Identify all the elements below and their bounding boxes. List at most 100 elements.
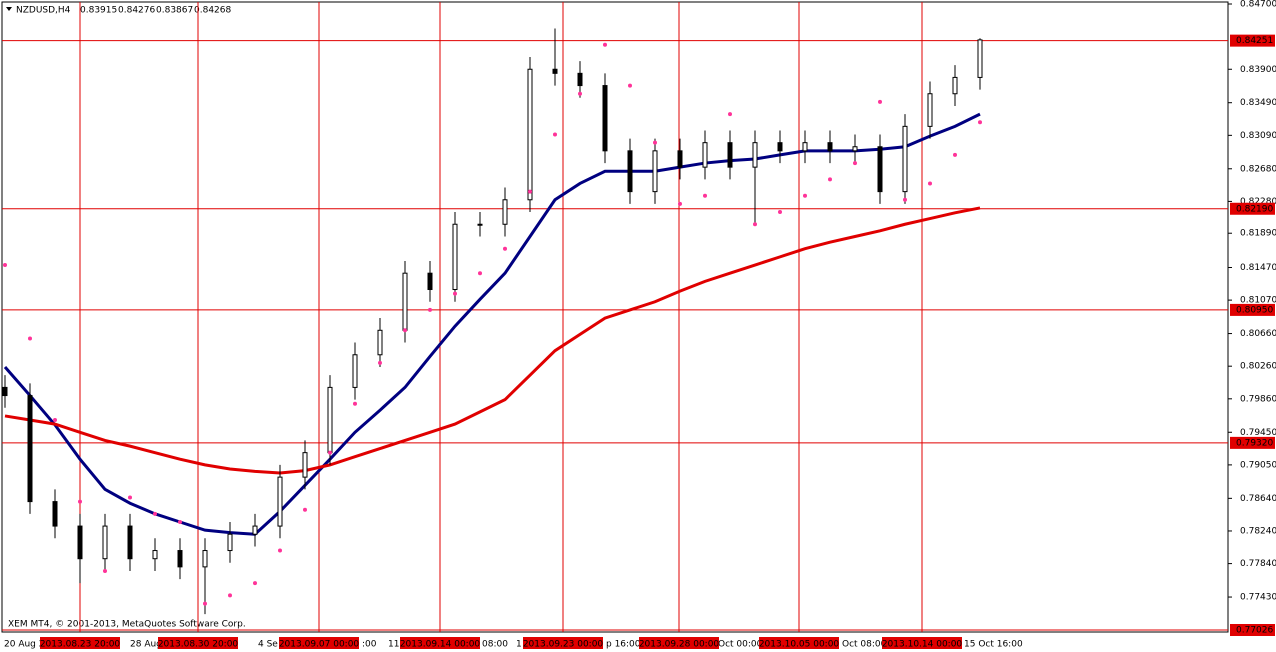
sar-dot [153,511,157,516]
sar-dot [578,91,582,96]
level-label-box [1230,436,1275,449]
sar-dot [103,568,107,573]
candle-body [477,223,483,226]
sar-dot [528,189,532,194]
sar-dot [778,210,782,215]
sar-dot [178,519,182,524]
candle-body [777,142,783,152]
candle-body [577,72,583,87]
event-label: 2013.08.23 20:00 [40,640,121,650]
copyright: XEM MT4, © 2001-2013, MetaQuotes Softwar… [8,620,246,630]
event-label: 2013.10.14 00:00 [882,640,963,650]
sar-dot [928,181,932,186]
header-icon [6,7,12,11]
candle-body [902,125,908,193]
candle-body [752,142,758,168]
sar-dot [228,593,232,598]
sar-dot [953,152,957,157]
x-tick-label: Oct 00:00 [718,640,763,650]
y-tick-label: 0.80260 [1240,362,1276,372]
candle-body [952,76,958,95]
level-label-box [1230,34,1275,47]
candle-body [527,68,533,201]
y-tick-label: 0.81070 [1240,296,1276,306]
sar-dot [453,291,457,296]
candle-body [352,354,358,388]
y-tick-label: 0.81890 [1240,229,1276,239]
y-tick-label: 0.79450 [1240,428,1276,438]
sar-dot [3,263,7,268]
sar-dot [28,336,32,341]
candle-body [2,386,8,397]
candle-body [977,39,983,78]
sar-dot [703,193,707,198]
candle-body [302,452,308,478]
level-label: 0.77026 [1236,626,1273,636]
candle-body [402,272,408,331]
sar-dot [653,140,657,145]
sar-dot [753,222,757,227]
level-label: 0.79320 [1236,438,1273,448]
sar-dot [728,112,732,117]
sar-dot [303,507,307,512]
y-tick-label: 0.83900 [1240,65,1276,75]
sar-dot [403,328,407,333]
event-label: 2013.08.30 20:00 [158,640,239,650]
sar-dot [503,246,507,251]
event-label: 2013.10.05 00:00 [759,640,840,650]
sar-dot [378,360,382,365]
event-label-box [400,637,480,649]
candle-body [27,395,33,503]
event-label-box [523,637,603,649]
candle-body [127,525,133,560]
y-tick-label: 0.77840 [1240,559,1276,569]
candle-body [152,550,158,560]
candle-body [377,329,383,356]
sar-dot [553,132,557,137]
sar-dot [678,201,682,206]
sar-dot [328,450,332,455]
candle-body [252,525,258,535]
candle-body [427,272,433,291]
x-tick-label: 1 [516,640,522,650]
candle-body [77,525,83,560]
x-tick-label: 4 Se [258,640,278,650]
sar-dot [828,177,832,182]
level-label: 0.84251 [1236,36,1273,46]
level-label: 0.80950 [1236,305,1273,315]
candle-body [802,142,808,152]
sar-dot [353,401,357,406]
candle-body [652,150,658,193]
x-tick-label: 08:00 [482,640,508,650]
candle-body [202,550,208,568]
sar-dot [78,499,82,504]
header-price: 0.83867 [156,6,193,16]
event-label-box [40,637,120,649]
event-label: 2013.09.23 00:00 [523,640,604,650]
sar-dot [253,581,257,586]
y-tick-label: 0.82680 [1240,164,1276,174]
sar-dot [978,120,982,125]
moving-average [4,206,981,475]
level-label-box [1230,303,1275,316]
x-tick-label: Oct 08:00 [842,640,887,650]
candle-body [227,533,233,552]
sar-dot [53,418,57,423]
candle-body [177,550,183,568]
event-label: 2013.09.07 00:00 [279,640,360,650]
event-label-box [639,637,719,649]
candle-body [627,150,633,193]
candle-body [602,85,608,152]
x-tick-label: 28 Aug [130,640,162,650]
level-label: 0.82190 [1236,204,1273,214]
sar-dot [853,161,857,166]
sar-dot [803,193,807,198]
y-tick-label: 0.77430 [1240,593,1276,603]
y-tick-label: 0.84700 [1240,0,1276,10]
level-label-box [1230,624,1275,636]
y-tick-label: 0.78240 [1240,526,1276,536]
candle-body [702,142,708,168]
event-label-box [759,637,839,649]
candle-body [677,150,683,168]
